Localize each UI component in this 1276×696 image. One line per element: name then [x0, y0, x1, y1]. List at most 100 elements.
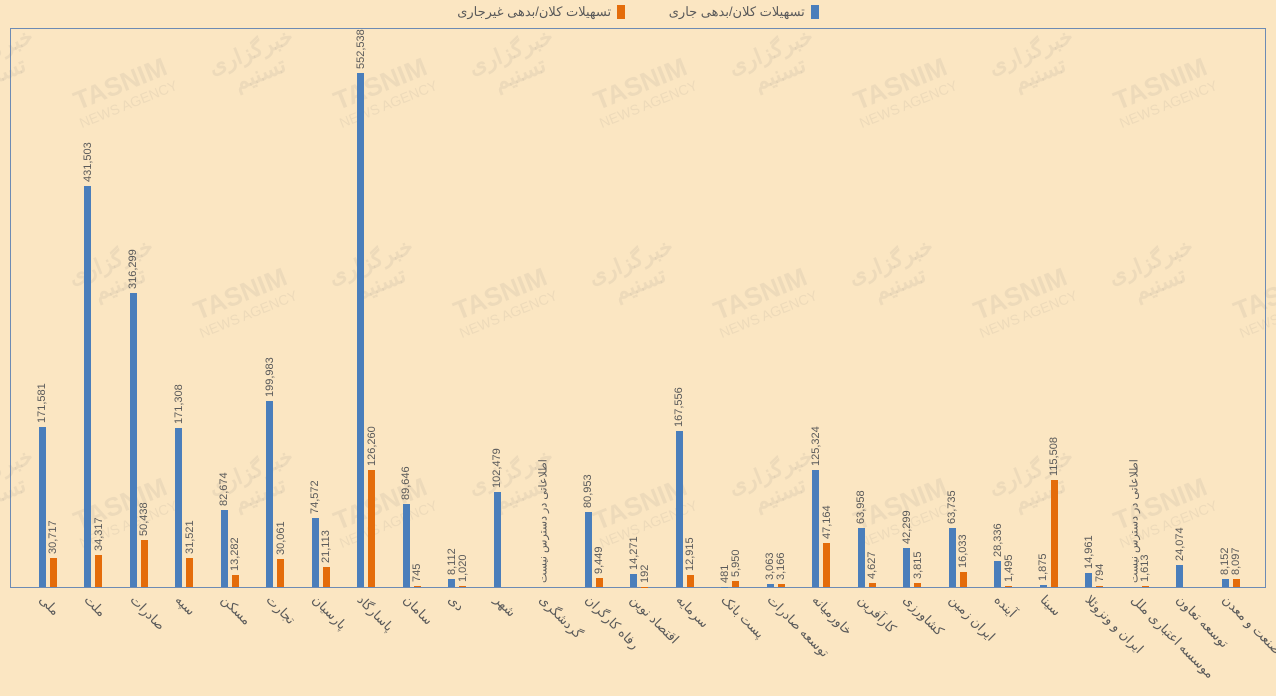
bar-value-label: 28,336 — [992, 523, 1004, 557]
category-label: تجارت — [263, 592, 299, 628]
bar-series-a: 171,308 — [175, 428, 182, 587]
watermark-fa: خبرگزاریتسنیم — [0, 24, 46, 102]
bar-value-label: 115,508 — [1048, 437, 1060, 476]
bar-value-label: 552,538 — [355, 29, 367, 69]
legend-item-series-a: تسهیلات کلان/بدهی جاری — [669, 4, 819, 20]
bar-value-label: 192 — [639, 564, 651, 582]
bar-value-label: 745 — [411, 564, 423, 582]
bar-value-label: 171,308 — [173, 384, 185, 424]
bar-value-label: 126,260 — [366, 426, 378, 466]
category-label: پست بانک — [718, 592, 768, 642]
watermark: TASNIMNEWS AGENCY — [447, 261, 560, 341]
watermark: TASNIMNEWS AGENCY — [587, 471, 700, 551]
bar-value-label: 63,958 — [855, 490, 867, 524]
category-label: شهر — [490, 592, 518, 620]
category-label: سپه — [172, 592, 199, 619]
legend-swatch-b — [617, 5, 625, 19]
bar-series-b: 5,950 — [732, 581, 739, 587]
bar-value-label: 50,438 — [138, 502, 150, 536]
bar-series-b: 1,613 — [1142, 586, 1149, 588]
bar-series-b: 115,508 — [1051, 480, 1058, 587]
bar-series-b: 1,495 — [1005, 586, 1012, 587]
bar-value-label: 8,097 — [1230, 548, 1242, 576]
watermark: TASNIMNEWS AGENCY — [707, 261, 820, 341]
category-label: ملت — [81, 592, 109, 620]
bar-series-a: 80,953 — [585, 512, 592, 587]
watermark-fa: خبرگزاریتسنیم — [65, 234, 166, 312]
watermark: TASNIMNEWS AGENCY — [67, 51, 180, 131]
watermark-fa: خبرگزاریتسنیم — [985, 444, 1086, 522]
category-label: کشاورزی — [900, 592, 947, 639]
watermark: TASNIMNEWS AGENCY — [847, 51, 960, 131]
bar-series-b: 16,033 — [960, 572, 967, 587]
category-label: سامان — [399, 592, 435, 628]
category-label: کارآفرین — [854, 592, 899, 637]
category-label: مسکن — [217, 592, 254, 629]
bar-value-label: 12,915 — [684, 537, 696, 571]
watermark-fa: خبرگزاریتسنیم — [845, 234, 946, 312]
watermark-fa: خبرگزاریتسنیم — [1105, 234, 1206, 312]
bar-series-b: 9,449 — [596, 578, 603, 587]
watermark: TASNIMNEWS AGENCY — [587, 51, 700, 131]
watermark: TASNIMNEWS AGENCY — [967, 261, 1080, 341]
bar-series-b: 1,020 — [459, 586, 466, 587]
bar-series-b: 47,164 — [823, 543, 830, 587]
bar-series-a: 28,336 — [994, 561, 1001, 587]
bar-series-a: 102,479 — [494, 492, 501, 587]
bar-series-a: 125,324 — [812, 470, 819, 587]
bar-value-label: 1,495 — [1003, 554, 1015, 582]
watermark: TASNIMNEWS AGENCY — [327, 471, 440, 551]
bar-value-label: 31,521 — [184, 520, 196, 554]
bar-value-label: 14,271 — [628, 536, 640, 570]
bar-value-label: 30,061 — [275, 521, 287, 555]
chart-legend: تسهیلات کلان/بدهی جاری تسهیلات کلان/بدهی… — [0, 4, 1276, 22]
bar-series-a: 63,735 — [949, 528, 956, 587]
bar-value-label: 21,113 — [320, 531, 332, 564]
bar-value-label: 167,556 — [673, 387, 685, 427]
watermark-fa: خبرگزاریتسنیم — [205, 24, 306, 102]
bar-value-label: 5,950 — [730, 550, 742, 578]
bar-series-b: 34,317 — [95, 555, 102, 587]
category-label: سرمایه — [672, 592, 711, 631]
bar-series-b: 50,438 — [141, 540, 148, 587]
bar-value-label: 794 — [1094, 564, 1106, 582]
watermark-fa: خبرگزاریتسنیم — [985, 24, 1086, 102]
bar-series-a: 431,503 — [84, 186, 91, 587]
category-label: دی — [445, 592, 468, 615]
category-label: ایران زمین — [945, 592, 997, 644]
bar-value-label: 74,572 — [309, 480, 321, 514]
bar-series-b: 30,717 — [50, 558, 57, 587]
bar-value-label: 82,674 — [218, 472, 230, 506]
bar-series-a: 167,556 — [676, 431, 683, 587]
category-label: ملی — [35, 592, 62, 619]
bar-value-label: 42,299 — [901, 510, 913, 544]
bar-value-label: 4,627 — [866, 551, 878, 579]
bar-value-label: 1,613 — [1139, 554, 1151, 582]
bar-value-label: 16,033 — [957, 534, 969, 568]
watermark-fa: خبرگزاریتسنیم — [465, 444, 566, 522]
category-label: گردشگری — [536, 592, 586, 642]
category-label: آینده — [991, 592, 1020, 621]
legend-item-series-b: تسهیلات کلان/بدهی غیرجاری — [457, 4, 625, 20]
bar-value-label: 34,317 — [93, 517, 105, 551]
watermark: TASNIMNEWS AGENCY — [1107, 51, 1220, 131]
bar-series-a: 8,152 — [1222, 579, 1229, 587]
bar-value-label: 3,166 — [775, 553, 787, 581]
bar-series-b: 126,260 — [368, 470, 375, 587]
watermark-fa: خبرگزاریتسنیم — [585, 234, 686, 312]
bar-series-b: 21,113 — [323, 567, 330, 587]
bar-series-b: 3,166 — [778, 584, 785, 587]
category-label: موسسه اعتباری ملل — [1127, 592, 1217, 682]
bar-series-b: 31,521 — [186, 558, 193, 587]
bar-value-label: 47,164 — [821, 505, 833, 539]
legend-label-b: تسهیلات کلان/بدهی غیرجاری — [457, 4, 611, 20]
bar-series-a: 199,983 — [266, 401, 273, 587]
bar-value-label: 24,074 — [1174, 527, 1186, 561]
x-axis-labels: ملیملتصادراتسپهمسکنتجارتپارسیانپاسارگادس… — [10, 592, 1266, 692]
bar-series-b: 13,282 — [232, 575, 239, 587]
bar-series-a: 82,674 — [221, 510, 228, 587]
bar-value-label: 481 — [719, 564, 731, 582]
category-label: سینا — [1036, 592, 1063, 619]
bar-value-label: 8,112 — [446, 549, 458, 576]
category-label: پاسارگاد — [354, 592, 397, 635]
